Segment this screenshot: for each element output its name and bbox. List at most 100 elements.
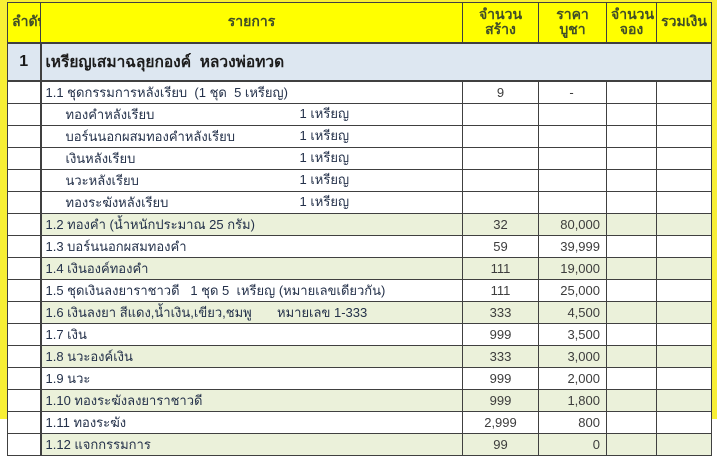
section-number: 1 bbox=[7, 42, 42, 82]
table-row: ทองระฆังหลังเรียบ 1 เหรียญ bbox=[7, 190, 712, 214]
total-cell bbox=[656, 366, 712, 390]
order-cell bbox=[7, 322, 42, 346]
column-header-order: ลำดับ bbox=[7, 2, 41, 44]
total-cell bbox=[656, 168, 712, 192]
unit-label: 1 เหรียญ bbox=[299, 149, 350, 165]
column-header-price-line2: บูชา bbox=[559, 21, 586, 38]
price-cell bbox=[538, 102, 607, 126]
total-cell bbox=[656, 410, 712, 434]
table-row: 1.11 ทองระฆัง 2,999 800 bbox=[7, 410, 712, 434]
item-label: 1.11 ทองระฆัง bbox=[45, 414, 127, 430]
price-cell: 3,000 bbox=[538, 344, 607, 368]
table-row: 1.5 ชุดเงินลงยาราชาวดี 1 ชุด 5 เหรียญ (ห… bbox=[7, 278, 712, 302]
order-cell bbox=[7, 234, 42, 258]
qty-made-cell: 2,999 bbox=[462, 410, 539, 434]
item-label: 1.9 นวะ bbox=[45, 370, 91, 386]
item-label: 1.12 แจกกรรมการ bbox=[45, 436, 151, 452]
qty-made-cell: 59 bbox=[462, 234, 539, 258]
order-cell bbox=[7, 256, 42, 280]
order-cell bbox=[7, 300, 42, 324]
qty-reserved-cell bbox=[606, 124, 657, 148]
section-title: เหรียญเสมาฉลุยกองค์ หลวงพ่อทวด bbox=[40, 42, 712, 82]
total-cell bbox=[656, 344, 712, 368]
item-cell: 1.11 ทองระฆัง bbox=[40, 410, 463, 434]
item-cell: 1.2 ทองคำ (น้ำหนักประมาณ 25 กรัม) bbox=[40, 212, 463, 236]
qty-reserved-cell bbox=[606, 344, 657, 368]
order-cell bbox=[7, 190, 42, 214]
qty-made-cell: 333 bbox=[462, 300, 539, 324]
table-row: 1.4 เงินองค์ทองคำ 111 19,000 bbox=[7, 256, 712, 280]
price-cell: 2,000 bbox=[538, 366, 607, 390]
qty-made-cell: 32 bbox=[462, 212, 539, 236]
price-cell: 1,800 bbox=[538, 388, 607, 412]
price-cell: 3,500 bbox=[538, 322, 607, 346]
qty-made-cell: 111 bbox=[462, 256, 539, 280]
price-cell: 39,999 bbox=[538, 234, 607, 258]
table-row: นวะหลังเรียบ 1 เหรียญ bbox=[7, 168, 712, 192]
table-row: 1.1 ชุดกรรมการหลังเรียบ (1 ชุด 5 เหรียญ)… bbox=[7, 80, 712, 104]
column-header-total: รวมเงิน bbox=[656, 2, 712, 44]
total-cell bbox=[656, 146, 712, 170]
qty-reserved-cell bbox=[606, 256, 657, 280]
column-header-price-line1: ราคา bbox=[556, 5, 589, 22]
qty-made-cell: 999 bbox=[462, 366, 539, 390]
table-row: 1.12 แจกกรรมการ 99 0 bbox=[7, 432, 712, 456]
order-cell bbox=[7, 80, 42, 104]
unit-label: 1 เหรียญ bbox=[299, 171, 350, 187]
table-row: เงินหลังเรียบ 1 เหรียญ bbox=[7, 146, 712, 170]
item-label: นวะหลังเรียบ bbox=[65, 172, 139, 188]
item-label: 1.1 ชุดกรรมการหลังเรียบ (1 ชุด 5 เหรียญ) bbox=[45, 84, 288, 100]
price-cell: 25,000 bbox=[538, 278, 607, 302]
qty-made-cell bbox=[462, 102, 539, 126]
section-row: 1 เหรียญเสมาฉลุยกองค์ หลวงพ่อทวด bbox=[7, 42, 712, 82]
item-label: 1.8 นวะองค์เงิน bbox=[45, 348, 133, 364]
qty-made-cell: 999 bbox=[462, 388, 539, 412]
total-cell bbox=[656, 190, 712, 214]
order-cell bbox=[7, 212, 42, 236]
qty-made-cell: 9 bbox=[462, 80, 539, 104]
order-cell bbox=[7, 168, 42, 192]
item-label: ทองระฆังหลังเรียบ bbox=[65, 194, 169, 210]
price-cell bbox=[538, 190, 607, 214]
order-cell bbox=[7, 432, 42, 456]
qty-made-cell bbox=[462, 124, 539, 148]
column-header-qty-made-line1: จำนวน bbox=[478, 5, 523, 22]
table-row: 1.8 นวะองค์เงิน 333 3,000 bbox=[7, 344, 712, 368]
unit-label: 1 เหรียญ bbox=[299, 127, 350, 143]
qty-reserved-cell bbox=[606, 322, 657, 346]
item-cell: บอร์นนอกผสมทองคำหลังเรียบ 1 เหรียญ bbox=[40, 124, 463, 148]
table-row: บอร์นนอกผสมทองคำหลังเรียบ 1 เหรียญ bbox=[7, 124, 712, 148]
table-row: 1.6 เงินลงยา สีแดง,น้ำเงิน,เขียว,ชมพู หม… bbox=[7, 300, 712, 324]
total-cell bbox=[656, 388, 712, 412]
item-cell: 1.9 นวะ bbox=[40, 366, 463, 390]
total-cell bbox=[656, 234, 712, 258]
qty-reserved-cell bbox=[606, 190, 657, 214]
column-header-item: รายการ bbox=[40, 2, 463, 44]
item-cell: 1.3 บอร์นนอกผสมทองคำ bbox=[40, 234, 463, 258]
order-cell bbox=[7, 102, 42, 126]
item-cell: 1.10 ทองระฆังลงยาราชาวดี bbox=[40, 388, 463, 412]
qty-reserved-cell bbox=[606, 410, 657, 434]
item-cell: 1.1 ชุดกรรมการหลังเรียบ (1 ชุด 5 เหรียญ) bbox=[40, 80, 463, 104]
order-cell bbox=[7, 366, 42, 390]
qty-reserved-cell bbox=[606, 300, 657, 324]
total-cell bbox=[656, 256, 712, 280]
unit-label: 1 เหรียญ bbox=[299, 193, 350, 209]
table-row: 1.2 ทองคำ (น้ำหนักประมาณ 25 กรัม) 32 80,… bbox=[7, 212, 712, 236]
item-label: 1.10 ทองระฆังลงยาราชาวดี bbox=[45, 392, 203, 408]
total-cell bbox=[656, 102, 712, 126]
qty-reserved-cell bbox=[606, 168, 657, 192]
order-cell bbox=[7, 410, 42, 434]
unit-label: 1 เหรียญ bbox=[299, 105, 350, 121]
qty-reserved-cell bbox=[606, 80, 657, 104]
item-cell: 1.7 เงิน bbox=[40, 322, 463, 346]
table-row: 1.3 บอร์นนอกผสมทองคำ 59 39,999 bbox=[7, 234, 712, 258]
item-label: 1.7 เงิน bbox=[45, 326, 87, 342]
column-header-qty-made-line2: สร้าง bbox=[485, 21, 516, 38]
qty-reserved-cell bbox=[606, 234, 657, 258]
price-cell bbox=[538, 124, 607, 148]
qty-reserved-cell bbox=[606, 212, 657, 236]
price-cell: 0 bbox=[538, 432, 607, 456]
